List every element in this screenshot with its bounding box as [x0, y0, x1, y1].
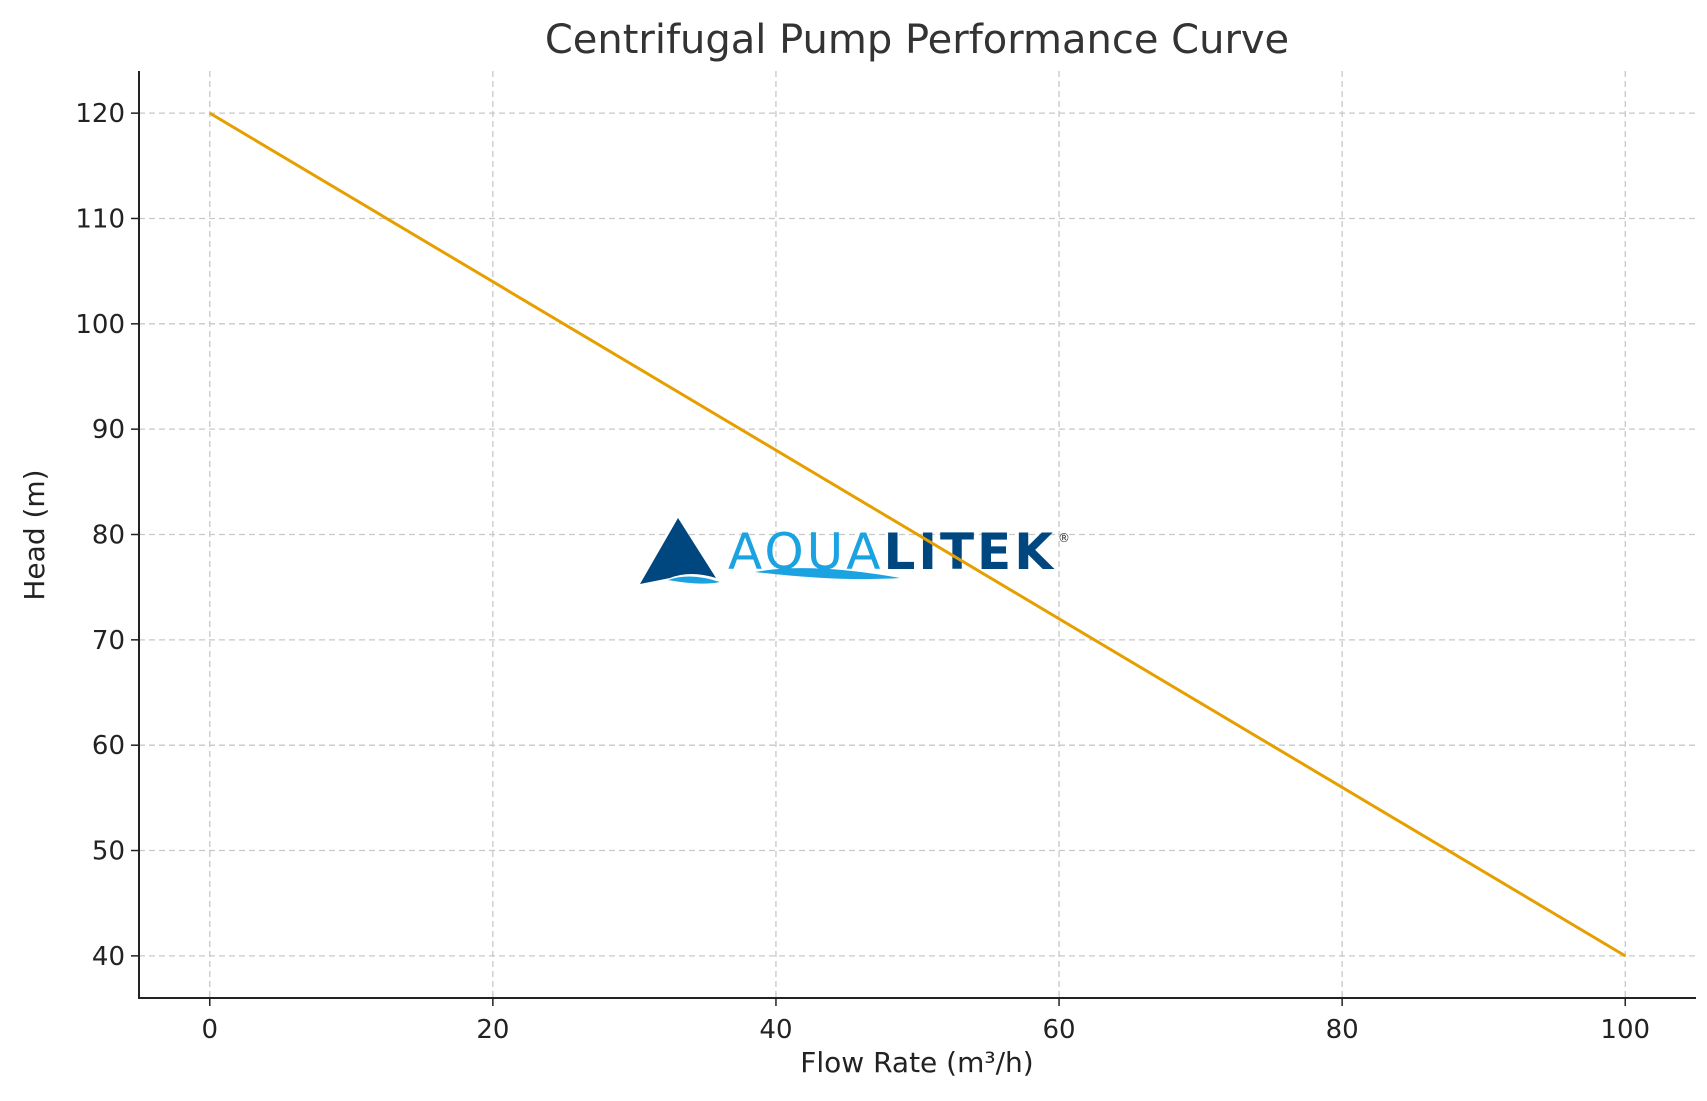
logo-text-aqua: AQUA: [728, 523, 883, 581]
x-tick-label: 80: [1326, 1015, 1359, 1045]
y-tick-label: 80: [92, 521, 125, 551]
logo-registered-mark: ®: [1058, 531, 1070, 545]
x-tick-label: 20: [476, 1015, 509, 1045]
x-tick-label: 40: [759, 1015, 792, 1045]
x-tick-label: 0: [201, 1015, 218, 1045]
svg-text:AQUALITEK: AQUALITEK: [728, 523, 1056, 581]
y-tick-label: 120: [75, 99, 125, 129]
y-tick-label: 110: [75, 204, 125, 234]
chart-title: Centrifugal Pump Performance Curve: [545, 17, 1289, 63]
y-tick-label: 100: [75, 310, 125, 340]
x-tick-label: 100: [1600, 1015, 1650, 1045]
y-tick-label: 40: [92, 942, 125, 972]
aqualitek-logo: AQUALITEK ®: [640, 518, 1070, 584]
x-axis-label: Flow Rate (m³/h): [800, 1046, 1033, 1079]
x-tick-label: 60: [1042, 1015, 1075, 1045]
logo-text-litek: LITEK: [883, 523, 1055, 581]
y-axis-label: Head (m): [18, 469, 51, 600]
performance-curve-line: [209, 111, 1626, 958]
y-tick-label: 70: [92, 626, 125, 656]
y-tick-label: 60: [92, 731, 125, 761]
y-tick-label: 50: [92, 837, 125, 867]
logo-wave-icon: [668, 568, 900, 584]
logo-sail-icon: [640, 518, 716, 584]
y-tick-label: 90: [92, 415, 125, 445]
